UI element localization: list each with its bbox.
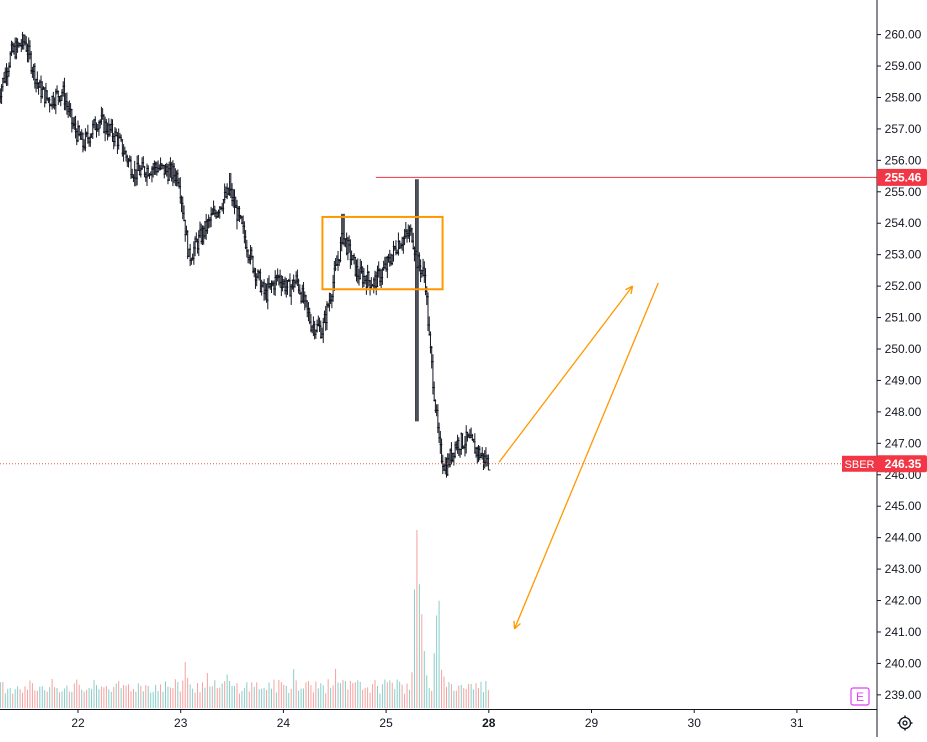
marked-level-badge: 255.46 — [877, 169, 927, 186]
time-tick-label: 28 — [482, 716, 496, 730]
price-tick-label: 245.00 — [885, 499, 922, 513]
price-tick-label: 257.00 — [885, 122, 922, 136]
price-tick-label: 260.00 — [885, 28, 922, 42]
time-tick-label: 24 — [277, 716, 291, 730]
price-tick-label: 252.00 — [885, 279, 922, 293]
volume-layer — [0, 530, 488, 708]
price-tick-label: 254.00 — [885, 216, 922, 230]
events-badge[interactable]: E — [851, 688, 869, 705]
time-tick-label: 29 — [585, 716, 599, 730]
price-tick-label: 242.00 — [885, 594, 922, 608]
time-tick-label: 25 — [379, 716, 393, 730]
price-tick-label: 247.00 — [885, 436, 922, 450]
symbol-label: SBER — [845, 459, 875, 471]
price-tick-label: 253.00 — [885, 248, 922, 262]
last-price-badge: SBER 246.35 — [842, 455, 927, 472]
price-tick-label: 240.00 — [885, 656, 922, 670]
marked-level-value: 255.46 — [885, 170, 922, 184]
annotation-layer — [322, 217, 658, 629]
marked-level-line — [0, 177, 877, 463]
price-tick-label: 248.00 — [885, 405, 922, 419]
price-tick-label: 244.00 — [885, 531, 922, 545]
forecast-arrow — [499, 286, 633, 462]
price-tick-label: 239.00 — [885, 688, 922, 702]
forecast-arrow — [514, 283, 658, 629]
events-badge-label: E — [856, 690, 864, 704]
price-series — [0, 32, 490, 478]
time-tick-label: 23 — [174, 716, 188, 730]
price-tick-label: 251.00 — [885, 311, 922, 325]
price-tick-label: 255.00 — [885, 185, 922, 199]
price-tick-label: 241.00 — [885, 625, 922, 639]
time-tick-label: 31 — [790, 716, 804, 730]
price-tick-label: 243.00 — [885, 562, 922, 576]
price-tick-label: 256.00 — [885, 153, 922, 167]
time-axis[interactable]: 22 23 24 25 28 29 30 31 — [71, 709, 804, 730]
time-tick-label: 22 — [71, 716, 85, 730]
time-tick-label: 30 — [688, 716, 702, 730]
price-tick-label: 259.00 — [885, 59, 922, 73]
price-tick-label: 250.00 — [885, 342, 922, 356]
price-tick-label: 249.00 — [885, 373, 922, 387]
last-price-value: 246.35 — [885, 457, 922, 471]
price-tick-label: 258.00 — [885, 90, 922, 104]
